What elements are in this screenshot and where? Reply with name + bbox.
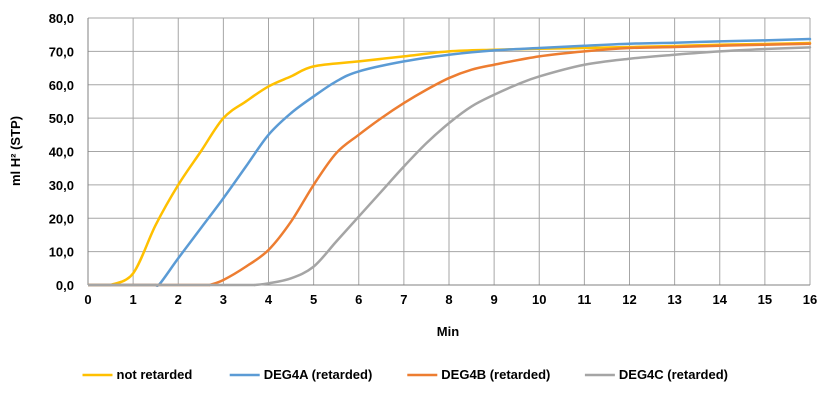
x-tick-label: 10 (532, 292, 546, 307)
y-tick-label: 70,0 (49, 44, 74, 59)
y-tick-label: 30,0 (49, 178, 74, 193)
x-tick-label: 8 (445, 292, 452, 307)
x-tick-label: 2 (175, 292, 182, 307)
x-tick-label: 12 (622, 292, 636, 307)
x-tick-label: 1 (130, 292, 137, 307)
series-line-deg4b-retarded (208, 42, 812, 287)
y-tick-label: 10,0 (49, 245, 74, 260)
x-tick-label: 4 (265, 292, 273, 307)
y-axis-title: ml H² (STP) (8, 116, 23, 186)
x-tick-label: 0 (84, 292, 91, 307)
series-lines (88, 37, 812, 287)
x-tick-label: 15 (758, 292, 772, 307)
legend-label-deg4a-retarded: DEG4A (retarded) (264, 367, 373, 382)
y-tick-label: 60,0 (49, 78, 74, 93)
series-line-deg4a-retarded (154, 37, 812, 287)
x-tick-label: 16 (803, 292, 817, 307)
y-tick-label: 50,0 (49, 111, 74, 126)
grid (87, 17, 811, 286)
x-tick-label: 5 (310, 292, 317, 307)
series-line-deg4c-retarded (253, 46, 812, 287)
x-tick-label: 14 (713, 292, 728, 307)
legend: not retarded DEG4A (retarded) DEG4B (retar… (82, 367, 728, 382)
y-tick-label: 0,0 (56, 278, 74, 293)
x-tick-label: 7 (400, 292, 407, 307)
y-tick-label: 40,0 (49, 145, 74, 160)
y-tick-label: 20,0 (49, 211, 74, 226)
legend-label-deg4b-retarded: DEG4B (retarded) (441, 367, 550, 382)
legend-label-deg4c-retarded: DEG4C (retarded) (619, 367, 728, 382)
legend-label-not-retarded: not retarded (117, 367, 193, 382)
x-tick-label: 3 (220, 292, 227, 307)
x-tick-label: 13 (667, 292, 681, 307)
x-tick-label: 6 (355, 292, 362, 307)
y-tick-label: 80,0 (49, 11, 74, 26)
x-tick-label: 11 (578, 292, 592, 307)
x-tick-label: 9 (491, 292, 498, 307)
tick-labels: 0 1 2 3 4 5 6 7 8 9 10 11 12 13 14 15 160,010,020,030,04… (49, 11, 818, 307)
x-axis-title: Min (437, 324, 459, 339)
